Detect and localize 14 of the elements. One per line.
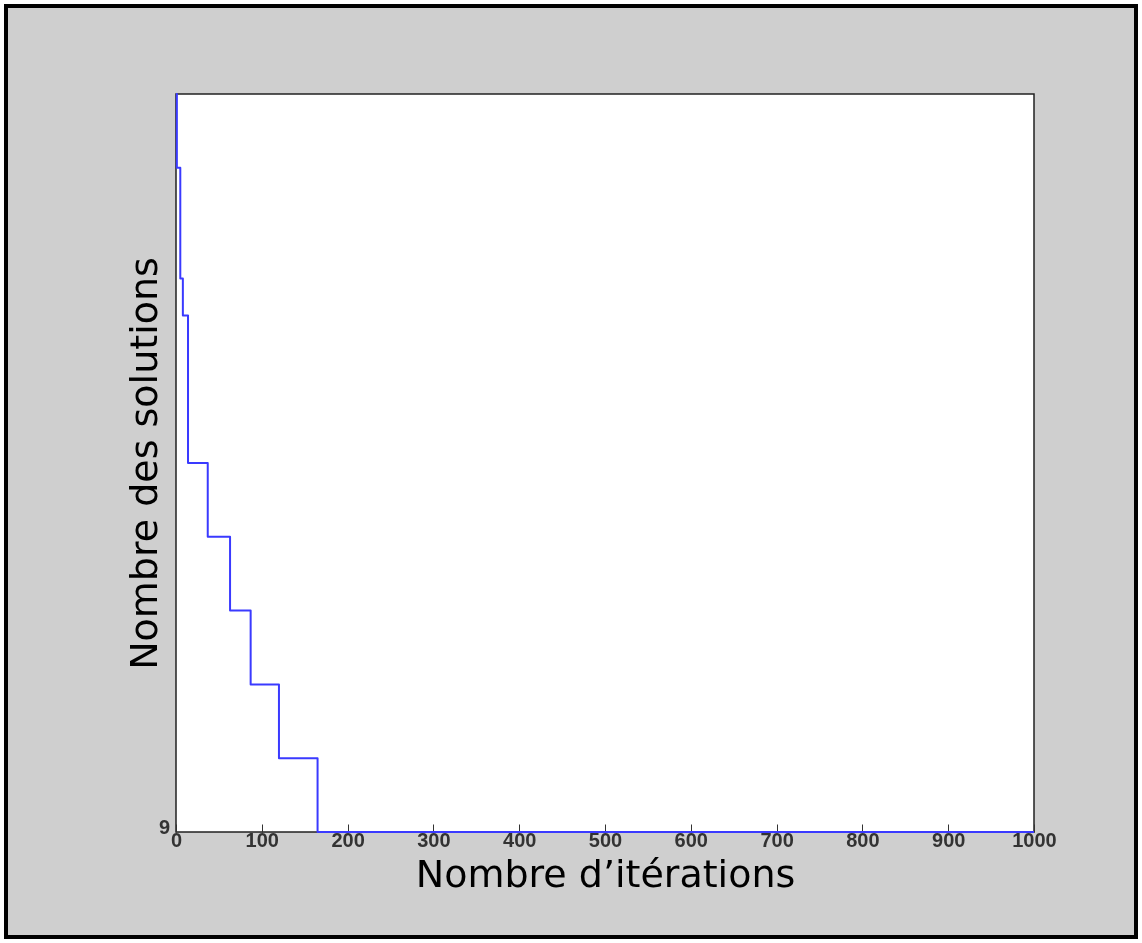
x-tick-label: 400 xyxy=(503,828,537,851)
x-tick-label: 200 xyxy=(331,828,365,851)
y-axis-title: Nombre des solutions xyxy=(121,257,166,670)
x-axis-title: Nombre d’itérations xyxy=(415,851,796,896)
x-tick-label: 1000 xyxy=(1012,828,1057,851)
x-tick-label: 300 xyxy=(417,828,451,851)
x-tick-label: 700 xyxy=(760,828,794,851)
x-tick-label: 900 xyxy=(932,828,966,851)
x-tick-label: 0 xyxy=(170,828,183,851)
text: 9 xyxy=(158,816,170,838)
x-tick-label: 500 xyxy=(588,828,623,851)
x-tick-label: 100 xyxy=(245,828,279,851)
x-tick-label: 800 xyxy=(846,828,880,851)
x-tick-label: 600 xyxy=(674,828,708,851)
